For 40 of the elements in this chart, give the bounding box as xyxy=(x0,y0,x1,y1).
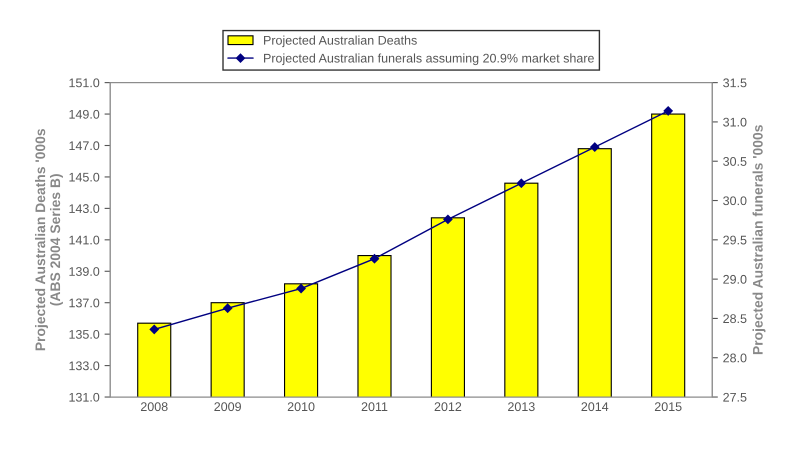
y-tick-label: 133.0 xyxy=(69,361,100,370)
x-tick-label: 2009 xyxy=(214,402,241,412)
y2-tick-label: 29.0 xyxy=(723,274,746,284)
y2-tick-label: 28.0 xyxy=(723,354,746,362)
point xyxy=(590,142,600,152)
point xyxy=(296,284,306,294)
y2-tick-label: 28.5 xyxy=(723,314,746,324)
x-tick-label: 2014 xyxy=(581,402,608,412)
x-tick-label: 2012 xyxy=(434,402,462,412)
y2-tick-label: 29.5 xyxy=(723,236,746,244)
y-tick-label: 151.0 xyxy=(69,78,100,88)
x-tick-label: 2008 xyxy=(140,402,168,412)
y-tick-label: 149.0 xyxy=(69,110,100,119)
y-tick-label: 147.0 xyxy=(69,141,100,150)
y-tick-label: 137.0 xyxy=(69,298,100,308)
y2-axis-title: Projected Australian funerals '000s xyxy=(752,125,766,354)
point xyxy=(370,254,380,264)
y2-tick-label: 30.5 xyxy=(723,157,746,166)
x-tick-label: 2015 xyxy=(654,402,682,412)
y-tick-label: 135.0 xyxy=(69,330,100,339)
point xyxy=(516,178,526,188)
y-tick-label: 145.0 xyxy=(69,172,100,182)
y-tick-label: 141.0 xyxy=(69,236,100,244)
y-tick-label: 143.0 xyxy=(69,204,100,214)
x-tick-label: 2011 xyxy=(362,402,388,412)
point xyxy=(664,106,673,116)
x-tick-label: 2013 xyxy=(508,402,535,412)
point xyxy=(443,214,453,224)
y2-tick-label: 27.5 xyxy=(723,392,746,402)
y2-tick-label: 31.5 xyxy=(723,78,746,88)
legend-label: Projected Australian funerals assuming 20.9% market share xyxy=(264,53,594,66)
y-tick-label: 139.0 xyxy=(69,267,100,276)
y2-tick-label: 31.0 xyxy=(723,118,746,127)
point xyxy=(150,324,159,334)
y-axis-title: Projected Australian Deaths '000s (ABS 2004 Series B) xyxy=(35,129,63,350)
point xyxy=(223,304,232,313)
y-tick-label: 131.0 xyxy=(69,392,100,402)
y2-tick-label: 30.0 xyxy=(723,196,746,206)
legend-label: Projected Australian Deaths xyxy=(264,36,417,48)
x-tick-label: 2010 xyxy=(288,402,314,412)
